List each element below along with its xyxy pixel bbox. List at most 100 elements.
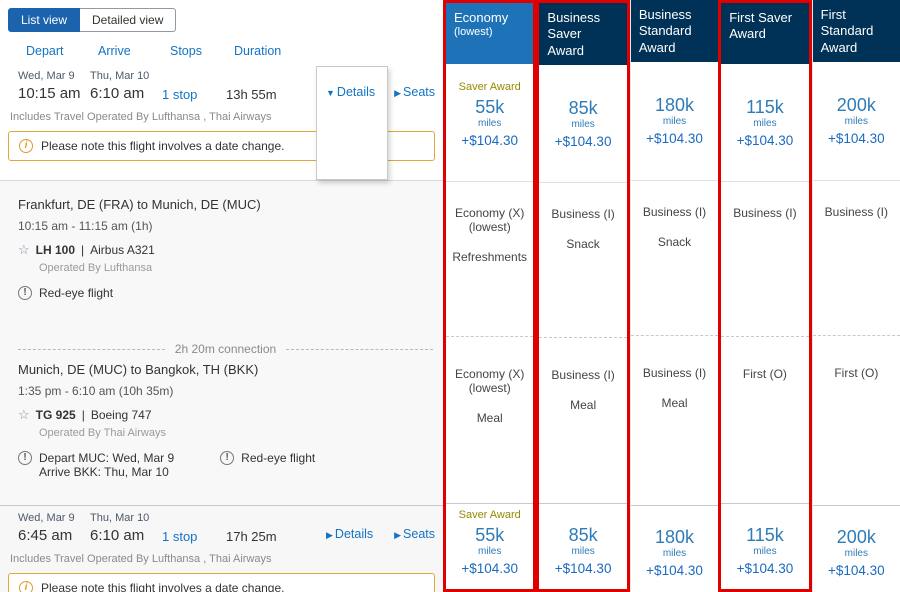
saver-award-badge [631, 79, 718, 94]
list-header: List view Detailed view Depart Arrive St… [0, 0, 443, 62]
cabin-name: Economy (X) [455, 206, 525, 221]
favorite-star-icon[interactable]: ☆ [18, 407, 30, 422]
stops-block: 1 stop [162, 512, 226, 544]
depart-block: Wed, Mar 9 10:15 am [18, 70, 90, 102]
details-link[interactable]: ▶ Details [326, 527, 374, 541]
miles-unit: miles [571, 119, 595, 130]
depart-block: Wed, Mar 9 6:45 am [18, 512, 90, 544]
view-toggle: List view Detailed view [8, 8, 177, 32]
operated-by-text: Includes Travel Operated By Lufthansa , … [10, 553, 272, 565]
fare-column-business-standard: Business Standard Award 180k miles +$104… [629, 0, 719, 592]
red-eye-note: ! Red-eye flight [18, 286, 433, 300]
miles-unit: miles [478, 545, 502, 557]
miles-value: 85k [568, 98, 598, 118]
saver-award-badge [539, 509, 626, 524]
column-title: Business Standard Award [638, 7, 692, 55]
alert-icon: ! [18, 451, 32, 465]
connection-divider: 2h 20m connection [18, 336, 433, 362]
seats-link[interactable]: ▶ Seats [394, 527, 435, 541]
arrive-date: Thu, Mar 10 [90, 512, 150, 524]
stops-link[interactable]: 1 stop [162, 87, 198, 102]
details-link[interactable]: ▼ Details [326, 85, 376, 99]
fare-cell[interactable]: 180k miles +$104.30 [631, 62, 718, 180]
cabin-sub: (lowest) [468, 220, 511, 235]
column-title: First Saver Award [729, 10, 793, 42]
seats-link[interactable]: ▶ Seats [394, 85, 435, 99]
fees-value: +$104.30 [646, 563, 703, 578]
sort-stops-link[interactable]: Stops [170, 44, 202, 58]
flight-list-pane: List view Detailed view Depart Arrive St… [0, 0, 443, 592]
flight-actions: ▶ Details ▶ Seats [326, 512, 443, 541]
cabin-name: Business (I) [642, 205, 707, 219]
cabin-name: Business (I) [551, 206, 615, 221]
fare-column-header[interactable]: First Standard Award [812, 0, 900, 62]
fare-column-header[interactable]: Business Standard Award [630, 0, 719, 62]
notice-text: Please note this flight involves a date … [41, 139, 285, 153]
date-note: ! Depart MUC: Wed, Mar 9 Arrive BKK: Thu… [18, 451, 174, 479]
saver-award-badge [539, 82, 626, 97]
aircraft-type: Boeing 747 [90, 408, 152, 422]
cabin-name: Business (I) [551, 367, 615, 382]
fees-value: +$104.30 [827, 131, 885, 146]
fare-cell[interactable]: 200k miles +$104.30 [812, 505, 900, 592]
flight-number: TG 925 [35, 408, 76, 422]
miles-unit: miles [753, 118, 777, 130]
segment-1-cabin: Economy (X) (lowest) Refreshments [446, 182, 534, 338]
aircraft-type: Airbus A321 [90, 243, 155, 257]
miles-value: 200k [836, 95, 876, 115]
flight-times-row: Wed, Mar 9 6:45 am Thu, Mar 10 6:10 am 1… [0, 512, 443, 544]
fees-value: +$104.30 [646, 131, 703, 146]
chevron-right-icon: ▶ [394, 530, 402, 540]
segment-1-cabin: Business (I) Snack [539, 183, 627, 338]
fare-cell[interactable]: 85k miles +$104.30 [539, 502, 627, 589]
fare-column-header[interactable]: Business Saver Award [539, 3, 627, 65]
sort-depart-link[interactable]: Depart [26, 44, 64, 58]
sort-duration-link[interactable]: Duration [234, 44, 282, 58]
stops-link[interactable]: 1 stop [162, 529, 198, 544]
stops-block: 1 stop [162, 70, 226, 102]
miles-unit: miles [662, 116, 687, 127]
fare-cell[interactable]: Saver Award 55k miles +$104.30 [446, 502, 534, 589]
miles-value: 200k [836, 527, 876, 547]
fare-cell[interactable]: 180k miles +$104.30 [630, 505, 719, 592]
arrive-block: Thu, Mar 10 6:10 am [90, 512, 162, 544]
cabin-details-cell: Business (I) Snack Business (I) Meal [539, 181, 627, 503]
miles-unit: miles [571, 545, 595, 557]
sort-arrive-link[interactable]: Arrive [98, 44, 131, 58]
cabin-name: Economy (X) [455, 367, 525, 382]
segment-2: Munich, DE (MUC) to Bangkok, TH (BKK) 1:… [18, 362, 433, 479]
column-title: First Standard Award [820, 7, 874, 55]
note-text: Depart MUC: Wed, Mar 9 Arrive BKK: Thu, … [39, 451, 175, 479]
favorite-star-icon[interactable]: ☆ [18, 242, 30, 257]
depart-time: 10:15 am [18, 85, 81, 102]
cabin-name: Business (I) [824, 205, 888, 219]
segment-operated-by: Operated By Thai Airways [39, 427, 166, 439]
miles-unit: miles [844, 116, 868, 127]
detailed-view-button[interactable]: Detailed view [80, 8, 177, 32]
list-view-button[interactable]: List view [8, 8, 81, 32]
notice-text: Please note this flight involves a date … [41, 581, 285, 592]
cabin-name: Business (I) [733, 206, 797, 221]
fare-cell[interactable]: 200k miles +$104.30 [813, 62, 900, 180]
chevron-down-icon: ▼ [326, 88, 335, 98]
fare-cell[interactable]: 115k miles +$104.30 [721, 502, 809, 589]
fare-column-header[interactable]: First Saver Award [721, 3, 809, 65]
fare-column-first-standard: First Standard Award 200k miles +$104.30… [811, 0, 900, 592]
pipe-separator: | [81, 243, 85, 257]
column-title: Economy [454, 10, 509, 25]
cabin-details-cell: Business (I) First (O) [812, 180, 900, 505]
fare-column-header[interactable]: Economy (lowest) [446, 3, 534, 65]
saver-award-badge [721, 81, 808, 96]
arrive-time: 6:10 am [90, 527, 145, 544]
fare-cell[interactable]: 115k miles +$104.30 [721, 64, 808, 181]
fare-cell[interactable]: Saver Award 55k miles +$104.30 [446, 64, 533, 181]
miles-value: 55k [475, 524, 505, 545]
sort-header-row: Depart Arrive Stops Duration [8, 44, 443, 58]
cabin-details-cell: Economy (X) (lowest) Refreshments Econom… [446, 181, 534, 502]
depart-time: 6:45 am [18, 527, 73, 544]
saver-award-badge [721, 509, 808, 524]
details-dropdown-panel [316, 66, 388, 180]
meal-service: Meal [661, 396, 688, 410]
segment-notes-row: ! Depart MUC: Wed, Mar 9 Arrive BKK: Thu… [18, 439, 433, 479]
fare-cell[interactable]: 85k miles +$104.30 [539, 65, 626, 182]
